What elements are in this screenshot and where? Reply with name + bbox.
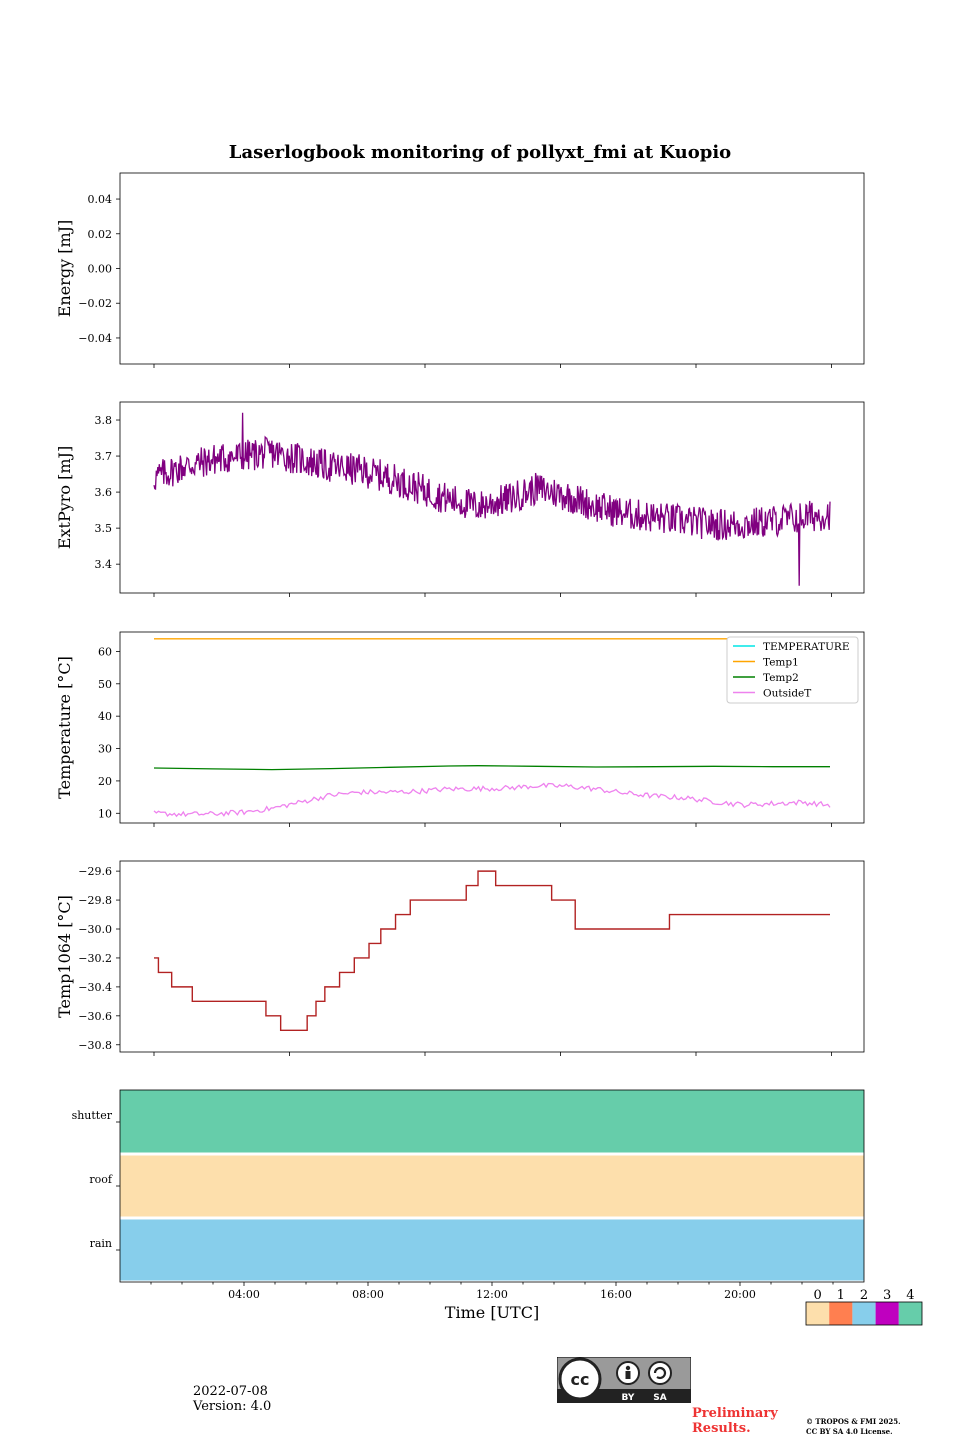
y-axis-label: Energy [mJ]: [55, 220, 74, 318]
y-tick-label: −30.8: [78, 1039, 112, 1052]
flag-row-shutter: [120, 1090, 864, 1153]
y-tick-label: −29.6: [78, 865, 112, 878]
y-tick-label: 40: [98, 710, 112, 723]
legend-entry: TEMPERATURE: [763, 641, 850, 653]
y-axis-label: Temperature [°C]: [55, 656, 74, 799]
x-tick-label: 20:00: [724, 1288, 756, 1301]
colorbar-tick-label: 3: [883, 1288, 891, 1303]
colorbar-frame: [805, 1301, 923, 1326]
legend-entry: Temp2: [763, 672, 799, 684]
legend-entry: Temp1: [763, 657, 799, 669]
colorbar-swatch: [806, 1302, 830, 1325]
panel-temp1064: −29.6 −29.8 −30.0 −30.2 −30.4 −30.6 −30.8 Temp1…: [55, 860, 865, 1056]
y-tick-label: 10: [98, 807, 112, 820]
panel-energy: 0.04 0.02 0.00 −0.02 −0.04 Energy [mJ]: [55, 172, 865, 368]
colorbar-swatch: [829, 1302, 853, 1325]
colorbar-tick-label: 0: [813, 1288, 821, 1303]
y-tick-label: 3.4: [95, 558, 113, 571]
date-label: 2022-07-08: [193, 1384, 268, 1399]
colorbar-swatch: [898, 1302, 922, 1325]
y-tick-label: −30.4: [78, 981, 112, 994]
flag-row-rain: [120, 1219, 864, 1281]
y-tick-label: −30.2: [78, 952, 112, 965]
y-tick-label: 3.6: [95, 486, 113, 499]
y-tick-label: −0.04: [78, 332, 112, 345]
copyright-notice: © TROPOS & FMI 2025. CC BY SA 4.0 Licens…: [806, 1417, 901, 1437]
copyright-line-1: © TROPOS & FMI 2025.: [806, 1417, 901, 1426]
y-tick-label: 3.5: [95, 522, 113, 535]
y-tick-label: 30: [98, 743, 112, 756]
cc-by-label: BY: [622, 1393, 635, 1403]
y-tick-label: −30.6: [78, 1010, 112, 1023]
plot-area-extpyro: [119, 401, 865, 594]
cc-icon: [558, 1357, 602, 1401]
y-tick-label: 60: [98, 645, 112, 658]
date-version-block: 2022-07-08 Version: 4.0: [193, 1384, 271, 1414]
preliminary-line-1: Preliminary: [692, 1406, 778, 1421]
series-line-outsidet: [153, 782, 831, 818]
y-tick-label: −29.8: [78, 894, 112, 907]
figure-title: Laserlogbook monitoring of pollyxt_fmi a…: [229, 142, 731, 163]
series-line-extpyro: [153, 412, 831, 586]
y-tick-label: −30.0: [78, 923, 112, 936]
plot-area-energy: [119, 172, 865, 365]
y-tick-label: 0.02: [88, 228, 113, 241]
colorbar-tick-label: 1: [837, 1288, 845, 1303]
y-tick-label: −0.02: [78, 297, 112, 310]
y-tick-label: 0.00: [88, 263, 113, 276]
preliminary-line-2: Results.: [692, 1421, 751, 1436]
y-tick-label: 20: [98, 775, 112, 788]
legend: TEMPERATURE Temp1 Temp2 OutsideT: [726, 636, 859, 704]
x-tick-label: 08:00: [352, 1288, 384, 1301]
y-tick-label: 50: [98, 678, 112, 691]
x-tick-label: 12:00: [476, 1288, 508, 1301]
y-tick-label: 3.8: [95, 414, 113, 427]
preliminary-notice: Preliminary Results.: [692, 1406, 778, 1436]
series-line-temp1064: [154, 870, 830, 1031]
flag-row-label: roof: [89, 1173, 113, 1186]
y-tick-label: 3.7: [95, 450, 113, 463]
panel-extpyro: 3.8 3.7 3.6 3.5 3.4 ExtPyro [mJ]: [55, 401, 865, 597]
cc-sa-label: SA: [653, 1393, 666, 1403]
colorbar-tick-label: 4: [906, 1288, 914, 1303]
x-tick-label: 16:00: [600, 1288, 632, 1301]
panel-flags: shutter roof rain 04:00 08:00 12:00 16:00 20:00…: [72, 1089, 923, 1326]
x-tick-label: 04:00: [228, 1288, 260, 1301]
series-line-temp2: [153, 765, 830, 771]
copyright-line-2: CC BY SA 4.0 License.: [806, 1427, 893, 1436]
colorbar-swatch: [875, 1302, 899, 1325]
cc-license-badge: cc BY SA: [557, 1357, 691, 1403]
legend-entry: OutsideT: [763, 688, 811, 700]
flag-row-label: rain: [90, 1237, 112, 1250]
y-tick-label: 0.04: [88, 193, 113, 206]
flag-row-label: shutter: [72, 1109, 113, 1122]
x-axis-label: Time [UTC]: [445, 1303, 539, 1322]
colorbar-tick-label: 2: [860, 1288, 868, 1303]
legend-box: [726, 636, 859, 704]
version-label: Version: 4.0: [193, 1399, 272, 1414]
svg-text:cc: cc: [571, 1370, 590, 1389]
y-axis-label: ExtPyro [mJ]: [55, 446, 74, 549]
flag-row-roof: [120, 1155, 864, 1217]
y-axis-label: Temp1064 [°C]: [55, 895, 74, 1018]
plot-area-temp1064: [119, 860, 865, 1053]
sa-share-icon: [648, 1361, 672, 1385]
colorbar-swatch: [852, 1302, 876, 1325]
